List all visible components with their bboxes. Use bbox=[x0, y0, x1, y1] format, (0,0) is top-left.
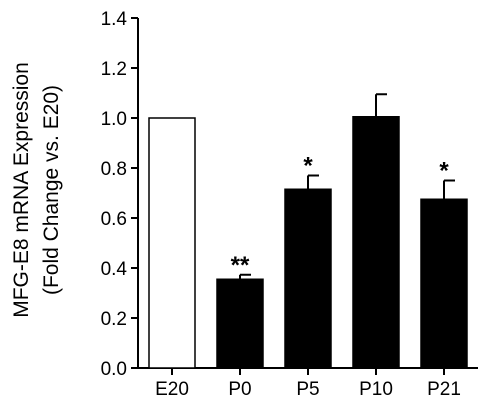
bar-p10 bbox=[352, 116, 400, 369]
y-ticks: 0.0 0.2 0.4 0.6 0.8 1.0 1.2 1.4 bbox=[101, 9, 138, 380]
significance-label-p0: ** bbox=[231, 252, 250, 279]
bar-e20 bbox=[148, 117, 196, 369]
y-tick-label: 0.4 bbox=[101, 259, 128, 280]
x-ticks: E20 P0 P5 P10 P21 bbox=[155, 368, 461, 400]
bar-p0 bbox=[216, 278, 264, 369]
significance-label-p5: * bbox=[303, 153, 313, 180]
bars: *** * bbox=[148, 93, 468, 369]
bar-p21 bbox=[420, 198, 468, 369]
x-tick-label-p5: P5 bbox=[296, 379, 319, 400]
x-tick-label-p10: P10 bbox=[359, 379, 393, 400]
y-axis-title-line1: MFG-E8 mRNA Expression bbox=[10, 62, 33, 318]
x-tick-label-e20: E20 bbox=[155, 379, 189, 400]
y-tick-label: 0.2 bbox=[101, 309, 127, 330]
y-tick-label: 1.0 bbox=[101, 109, 127, 130]
bar-p5 bbox=[284, 188, 332, 369]
y-tick-label: 1.2 bbox=[101, 59, 127, 80]
x-tick-label-p21: P21 bbox=[427, 379, 461, 400]
y-tick-label: 0.8 bbox=[101, 159, 127, 180]
x-tick-label-p0: P0 bbox=[228, 379, 251, 400]
y-tick-label: 0.6 bbox=[101, 209, 127, 230]
significance-label-p21: * bbox=[439, 158, 449, 185]
y-axis-title-line2: (Fold Change vs. E20) bbox=[40, 85, 63, 295]
y-tick-label: 1.4 bbox=[101, 9, 128, 30]
y-axis-title: MFG-E8 mRNA Expression (Fold Change vs. … bbox=[10, 62, 63, 318]
y-tick-label: 0.0 bbox=[101, 359, 127, 380]
